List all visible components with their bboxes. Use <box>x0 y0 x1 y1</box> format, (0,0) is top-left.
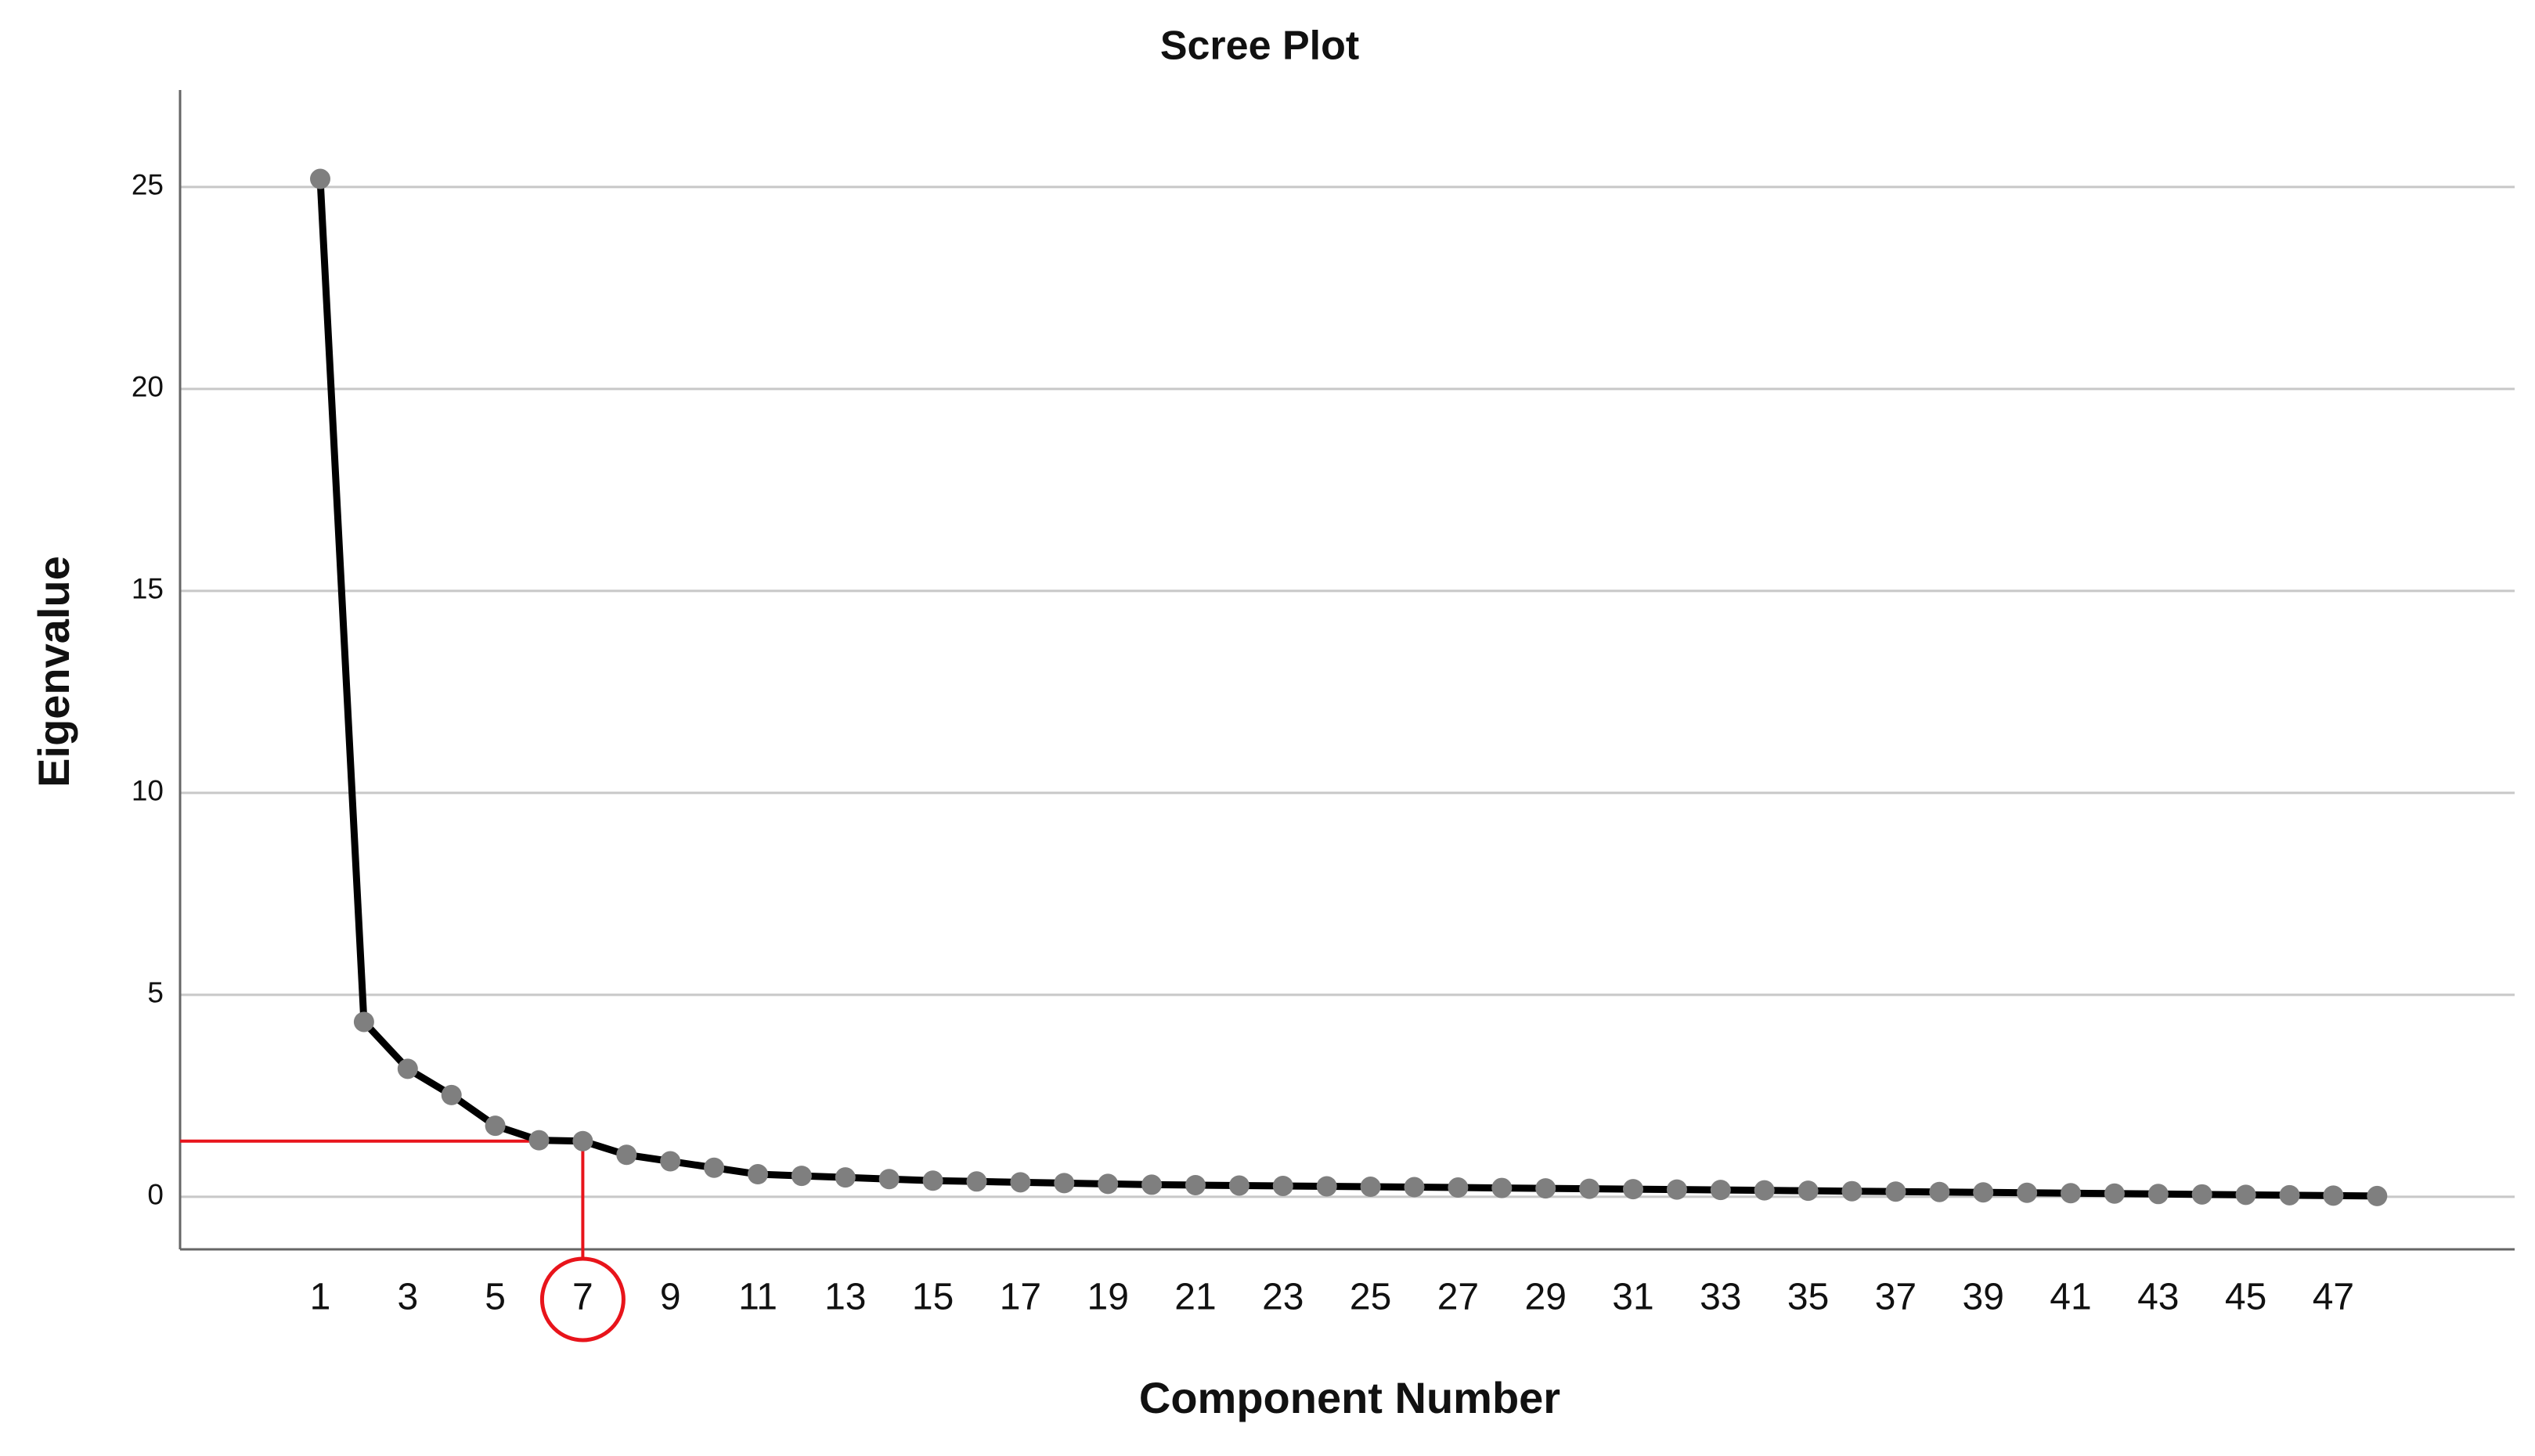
point <box>791 1166 812 1187</box>
x-tick-label: 41 <box>2050 1277 2091 1318</box>
point <box>1535 1178 1556 1199</box>
point <box>1623 1179 1643 1200</box>
y-axis-title: Eigenvalue <box>29 556 78 787</box>
x-tick-label: 43 <box>2137 1277 2179 1318</box>
point <box>1841 1180 1862 1202</box>
point <box>1885 1181 1906 1202</box>
x-tick-label: 17 <box>1000 1277 1041 1318</box>
point <box>704 1157 725 1178</box>
point <box>878 1169 900 1190</box>
y-tick-label: 20 <box>132 371 164 403</box>
x-tick-label: 15 <box>912 1277 954 1318</box>
point <box>2017 1182 2038 1203</box>
x-tick-label: 21 <box>1174 1277 1216 1318</box>
point <box>1316 1176 1337 1197</box>
chart-title: Scree Plot <box>1160 23 1359 69</box>
point <box>2191 1184 2212 1205</box>
x-tick-label: 35 <box>1787 1277 1829 1318</box>
point <box>1185 1174 1206 1195</box>
x-tick-label: 9 <box>660 1277 681 1318</box>
x-tick-label: 31 <box>1612 1277 1653 1318</box>
x-tick-label: 7 <box>572 1277 593 1318</box>
x-tick-label: 19 <box>1087 1277 1129 1318</box>
point <box>1404 1177 1425 1198</box>
x-tick-label: 5 <box>485 1277 506 1318</box>
x-tick-label: 47 <box>2313 1277 2354 1318</box>
point <box>2061 1183 2081 1204</box>
point <box>1010 1172 1031 1193</box>
point <box>2279 1184 2300 1206</box>
point <box>1929 1181 1950 1202</box>
x-tick-label: 23 <box>1262 1277 1304 1318</box>
point <box>2323 1185 2344 1206</box>
point <box>1360 1177 1381 1198</box>
point <box>2367 1185 2388 1206</box>
point <box>1272 1175 1293 1196</box>
point <box>922 1170 943 1191</box>
point <box>1054 1173 1075 1194</box>
line <box>316 178 2378 1200</box>
point <box>1710 1180 1731 1201</box>
point <box>1754 1180 1775 1201</box>
x-tick-label: 11 <box>738 1277 777 1318</box>
x-tick-label: 45 <box>2225 1277 2266 1318</box>
point <box>1666 1179 1687 1200</box>
point <box>1491 1177 1513 1198</box>
point <box>1798 1180 1819 1202</box>
point <box>1228 1175 1249 1196</box>
point <box>835 1167 856 1188</box>
x-tick-label: 39 <box>1963 1277 2004 1318</box>
highlight-circle <box>539 1256 626 1342</box>
point <box>572 1130 593 1151</box>
point <box>2104 1183 2125 1204</box>
x-tick-label: 27 <box>1437 1277 1479 1318</box>
x-tick-label: 1 <box>310 1277 331 1318</box>
y-tick-label: 10 <box>132 775 164 807</box>
y-tick-label: 0 <box>147 1179 164 1211</box>
point <box>528 1130 550 1151</box>
point <box>1579 1178 1600 1199</box>
point <box>748 1164 768 1185</box>
point <box>310 168 330 189</box>
x-tick-label: 3 <box>397 1277 418 1318</box>
point <box>353 1011 374 1033</box>
x-tick-label: 37 <box>1875 1277 1917 1318</box>
point <box>966 1171 987 1192</box>
point <box>660 1151 681 1172</box>
y-tick-label: 15 <box>132 573 164 605</box>
point <box>2147 1184 2169 1205</box>
x-tick-label: 29 <box>1525 1277 1567 1318</box>
x-tick-label: 25 <box>1350 1277 1391 1318</box>
x-tick-label: 13 <box>824 1277 866 1318</box>
point <box>2235 1184 2256 1206</box>
point <box>397 1058 418 1079</box>
x-tick-label: 33 <box>1700 1277 1741 1318</box>
y-tick-label: 5 <box>147 977 164 1009</box>
point <box>1973 1182 1994 1203</box>
point <box>616 1144 637 1166</box>
y-tick-label: 25 <box>132 169 164 201</box>
x-axis-title: Component Number <box>1139 1373 1560 1422</box>
point <box>1448 1177 1469 1198</box>
point <box>1141 1174 1163 1195</box>
point <box>441 1084 462 1105</box>
point <box>485 1115 506 1137</box>
point <box>1098 1173 1119 1195</box>
